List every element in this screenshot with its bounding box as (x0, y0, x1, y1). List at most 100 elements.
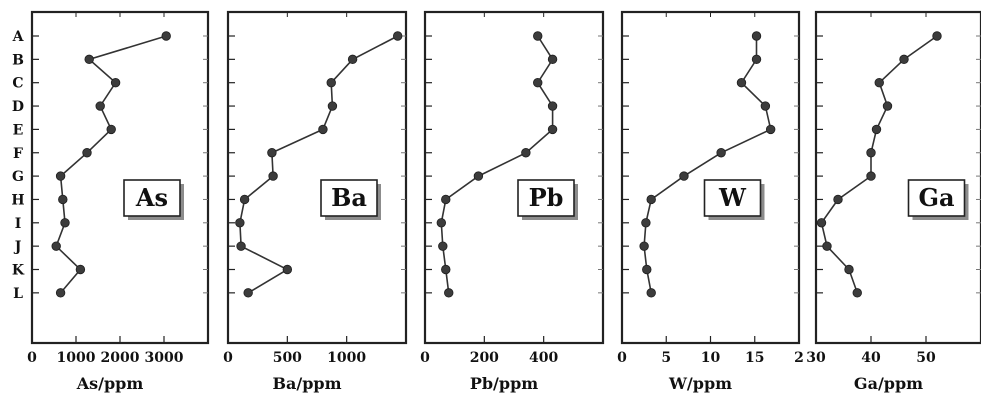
label-box (703, 179, 762, 217)
data-point-d (760, 101, 771, 111)
data-point-a (533, 31, 543, 41)
data-point-a (161, 31, 171, 41)
data-point-g (866, 171, 876, 181)
sample-label-b: B (12, 52, 24, 68)
element-label: W (718, 183, 747, 212)
data-point-g (473, 171, 484, 181)
data-point-b (547, 54, 558, 65)
data-point-f (866, 148, 876, 158)
data-point-b (347, 54, 358, 65)
data-point-h (441, 194, 451, 205)
data-point-a (751, 31, 762, 41)
data-point-c (736, 77, 747, 88)
data-point-d (327, 101, 338, 111)
element-label: Ga (918, 183, 954, 212)
x-tick-label: 2 (794, 350, 804, 366)
x-axis-label: Ba/ppm (272, 374, 341, 393)
sample-label-i: I (15, 216, 22, 232)
series-line-ba (239, 35, 399, 294)
data-point-f (521, 148, 531, 158)
data-point-l (444, 288, 454, 298)
data-point-e (318, 124, 328, 135)
data-point-a (932, 31, 942, 41)
data-point-h (646, 194, 656, 205)
x-axis-label: As/ppm (76, 374, 144, 393)
sample-label-l: L (13, 286, 23, 302)
panel-frame (423, 10, 605, 345)
data-point-b (84, 54, 94, 65)
data-point-b (751, 54, 762, 65)
data-point-l (852, 288, 862, 298)
x-tick-label: 5 (661, 350, 671, 366)
data-point-d (547, 101, 558, 111)
data-point-f (716, 148, 726, 158)
sample-label-h: H (11, 192, 24, 208)
sample-label-e: E (13, 122, 24, 138)
data-point-e (547, 124, 558, 135)
data-point-j (438, 241, 448, 251)
x-tick-label: 0 (223, 350, 233, 366)
element-label: As (135, 183, 168, 212)
data-point-f (82, 148, 92, 158)
x-tick-label: 1000 (57, 350, 96, 366)
panel-frame (226, 10, 408, 345)
data-point-c (533, 77, 543, 88)
data-point-i (641, 218, 651, 228)
panel-w: 0 5 10 15 2 W/ppm W (617, 10, 804, 393)
x-tick-label: 30 (806, 350, 826, 366)
data-point-e (871, 124, 882, 135)
data-point-c (326, 77, 336, 88)
x-tick-label: 15 (745, 350, 764, 366)
data-point-c (874, 77, 884, 88)
x-tick-label: 200 (470, 350, 499, 366)
data-point-a (392, 31, 403, 41)
series-line-w (643, 36, 772, 294)
data-point-j (51, 241, 61, 251)
series-line-as (55, 35, 167, 294)
data-point-e (765, 124, 776, 135)
series-line-ga (820, 35, 938, 294)
label-box (517, 179, 575, 217)
sample-label-j: J (13, 239, 22, 255)
data-point-i (436, 218, 447, 228)
data-point-k (282, 264, 293, 275)
data-point-l (243, 288, 253, 298)
data-point-g (55, 171, 66, 181)
x-tick-label: 10 (701, 350, 721, 366)
x-tick-label: 400 (529, 350, 558, 366)
data-point-l (55, 288, 66, 298)
data-point-j (236, 241, 246, 251)
label-box (907, 179, 966, 217)
data-point-f (267, 148, 277, 158)
data-point-h (833, 194, 843, 205)
data-point-g (679, 171, 689, 181)
data-point-e (106, 124, 116, 135)
sample-label-f: F (13, 146, 23, 162)
data-point-l (646, 288, 656, 298)
data-point-k (75, 264, 86, 275)
data-point-j (639, 241, 649, 251)
x-tick-label: 1000 (327, 350, 366, 366)
sample-label-k: K (12, 263, 25, 279)
panel-ba: 0 500 1000 Ba/ppm Ba (223, 10, 408, 393)
label-box (123, 179, 181, 217)
data-point-i (816, 218, 827, 228)
sample-label-d: D (12, 99, 24, 115)
x-tick-label: 3000 (145, 350, 184, 366)
panel-pb: 0 200 400 Pb/ppm Pb (420, 10, 605, 393)
element-label: Ba (331, 183, 367, 212)
x-tick-label: 0 (420, 350, 430, 366)
sample-label-a: A (12, 29, 25, 45)
panel-ga: 30 40 50 Ga/ppm Ga (806, 10, 981, 393)
data-point-g (268, 171, 278, 181)
data-point-h (239, 194, 250, 205)
data-point-h (58, 194, 68, 205)
x-tick-label: 0 (27, 350, 37, 366)
data-point-i (235, 218, 245, 228)
x-tick-label: 0 (617, 350, 627, 366)
data-point-c (110, 77, 121, 88)
